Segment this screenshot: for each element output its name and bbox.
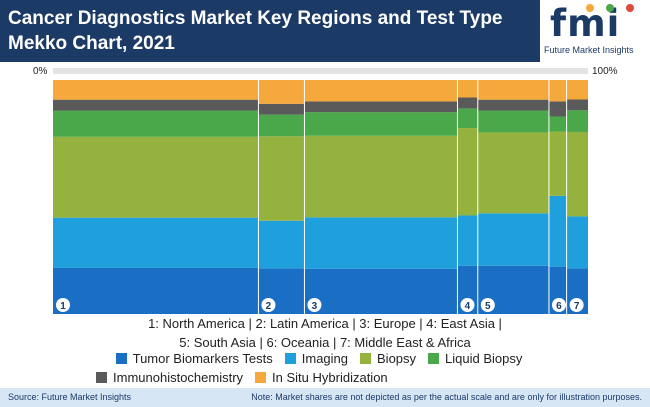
legend-regions-line2: 5: South Asia | 6: Oceania | 7: Middle E… [179,335,471,350]
segment-4-immunohistochemistry [457,97,478,109]
segment-2-in-situ-hybridization [258,80,305,104]
segment-6-liquid-biopsy [548,116,567,132]
note-text: Note: Market shares are not depicted as … [251,392,642,402]
legend-swatch [255,372,267,383]
region-marker-7 [569,298,584,312]
segment-3-biopsy [304,135,458,218]
legend-item-biopsy: Biopsy [360,351,416,366]
legend-label: Immunohistochemistry [113,370,244,385]
source-text: Source: Future Market Insights [8,392,132,402]
region-marker-3 [307,298,322,312]
footer-bar: Source: Future Market Insights Note: Mar… [0,388,650,407]
region-marker-6 [551,298,566,312]
region-marker-4 [460,298,475,312]
legend-item-imaging: Imaging [284,351,349,366]
segment-2-imaging [258,220,305,269]
segment-1-in-situ-hybridization [53,80,259,100]
region-marker-label-1: 1 [60,301,66,312]
axis-end-label: 100% [592,66,618,77]
mekko-columns: 1 2 3 4 5 6 7 [53,80,588,314]
legend-label: Imaging [301,351,349,366]
legend-regions-line1: 1: North America | 2: Latin America | 3:… [148,316,502,331]
segment-2-liquid-biopsy [258,114,305,137]
legend-item-liquid-biopsy: Liquid Biopsy [428,351,522,366]
logo-dot-green [606,4,614,12]
segment-6-biopsy [548,131,567,196]
legend-series-row2: Immunohistochemistry In Situ Hybridizatio… [0,370,650,385]
segment-3-imaging [304,217,458,269]
segment-3-in-situ-hybridization [304,80,458,102]
segment-3-liquid-biopsy [304,112,458,136]
legend-swatch [96,372,107,383]
segment-2-immunohistochemistry [258,103,305,115]
segment-4-biopsy [457,128,478,216]
region-marker-label-5: 5 [485,301,491,312]
segment-7-imaging [566,216,588,269]
segment-7-immunohistochemistry [566,99,588,111]
region-marker-label-3: 3 [312,301,318,312]
axis-start-label: 0% [33,66,48,77]
segment-5-liquid-biopsy [477,110,549,133]
legend-series-row1: Tumor Biomarkers Tests Imaging Biopsy Liqui… [0,351,650,366]
segment-1-imaging [53,217,259,268]
axis-bar [53,68,588,74]
segment-1-immunohistochemistry [53,99,259,111]
segment-4-imaging [457,215,478,266]
segment-1-liquid-biopsy [53,110,259,137]
region-marker-2 [261,298,276,312]
logo-dot-red [626,4,634,12]
segment-7-liquid-biopsy [566,110,588,132]
legend-swatch [115,353,127,364]
region-marker-label-6: 6 [556,301,562,312]
segment-6-immunohistochemistry [548,101,567,117]
region-marker-1 [56,298,70,312]
legend-item-tumor-biomarkers-tests: Tumor Biomarkers Tests [115,351,273,366]
segment-7-biopsy [566,131,588,217]
header-bar: Cancer Diagnostics Market Key Regions an… [0,0,650,62]
legend-item-in-situ-hybridization: In Situ Hybridization [255,370,388,385]
region-marker-label-2: 2 [266,301,272,312]
legend-item-immunohistochemistry: Immunohistochemistry [96,370,243,385]
legend-swatch [284,353,296,364]
segment-5-biopsy [477,132,549,214]
legend-swatch [428,353,440,364]
region-marker-label-4: 4 [465,301,471,312]
fmi-logo: fmi Future Market Insights [540,0,650,62]
segment-5-immunohistochemistry [477,99,549,111]
region-marker-label-7: 7 [574,301,580,312]
segment-3-immunohistochemistry [304,101,458,113]
region-marker-5 [480,298,495,312]
segment-5-imaging [477,213,549,266]
segment-6-in-situ-hybridization [548,80,567,102]
legend-label: Tumor Biomarkers Tests [132,351,273,366]
segment-2-biopsy [258,136,305,221]
segment-5-in-situ-hybridization [477,80,549,100]
segment-7-in-situ-hybridization [566,80,588,100]
logo-dot-orange [586,4,594,12]
logo-subtitle: Future Market Insights [544,45,634,55]
segment-1-biopsy [53,136,259,218]
chart-title: Cancer Diagnostics Market Key Regions an… [8,8,503,54]
segment-4-liquid-biopsy [457,108,478,129]
segment-1-tumor-biomarkers-tests [53,267,259,314]
legend-label: In Situ Hybridization [272,370,388,385]
legend-swatch [360,353,372,364]
segment-6-imaging [548,195,567,267]
legend-label: Liquid Biopsy [445,351,523,366]
segment-4-in-situ-hybridization [457,80,478,98]
mekko-chart: 0% 100% 1 2 3 4 5 6 7 [33,66,618,314]
segment-3-tumor-biomarkers-tests [304,268,458,314]
legend-label: Biopsy [377,351,417,366]
